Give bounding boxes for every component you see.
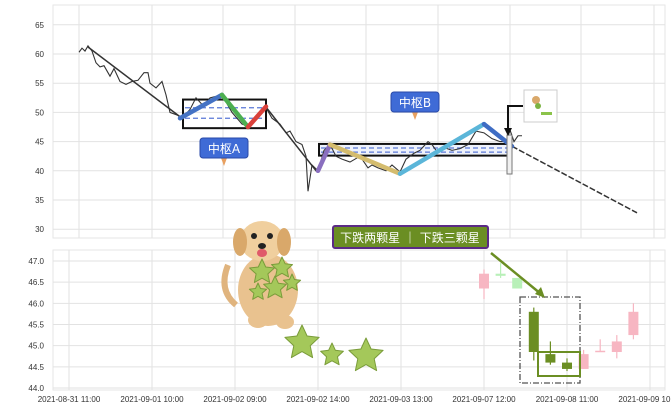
zhongshu-label: 中枢A [208,141,241,156]
bi-stroke [245,104,269,130]
bottom-y-tick-label: 46.5 [28,278,44,287]
label-pointer [221,158,227,166]
dog-foot-icon [248,312,268,328]
top-y-tick-label: 50 [35,108,44,117]
x-tick-label: 2021-09-01 10:00 [120,395,184,404]
bottom-y-tick-label: 44.0 [28,384,44,393]
top-y-tick-label: 45 [35,138,44,147]
x-tick-label: 2021-08-31 11:00 [38,395,101,404]
bottom-y-tick-label: 47.0 [28,257,44,266]
dog-nose-icon [258,243,266,249]
thumbnail-star-icon [535,103,541,109]
annotation-text: 下跌两颗星 ｜ 下跌三颗星 [340,230,480,245]
pattern-box [537,351,581,377]
signal-arrow [507,105,523,130]
star-icon [348,337,384,372]
bottom-panel: 2021-08-31 11:00 2021-09-01 10:00 2021-09-… [28,225,671,404]
x-tick-label: 2021-09-02 14:00 [286,395,350,404]
arrow-head-icon [504,128,512,136]
signal-bar [506,134,513,175]
dog-ear-icon [233,228,247,256]
candle-body [495,273,506,276]
top-y-tick-label: 30 [35,225,44,234]
top-y-tick-label: 60 [35,50,44,59]
star-icon [249,258,275,283]
bottom-y-tick-label: 45.5 [28,320,44,329]
thumbnail-dog-icon [532,96,540,104]
star-icon [282,273,302,291]
bi-stroke [327,142,403,176]
candle-body [545,354,556,363]
label-pointer [412,112,418,120]
zhongshu-label-bg [390,91,440,113]
star-icon [271,256,293,278]
top-plot-frame [52,4,666,239]
dog-tail-icon [221,263,239,308]
annotation-arrow [490,252,542,295]
price-line [78,44,522,192]
zhongshu-label: 中枢B [399,95,431,110]
annotation-banner [332,225,489,249]
x-tick-label: 2021-09-02 09:00 [203,395,267,404]
top-y-tick-label: 35 [35,196,44,205]
bottom-plot-frame [52,249,666,391]
thumbnail-stars-icon [541,112,552,115]
x-tick-label: 2021-09-09 10:00 [618,395,671,404]
dog-tongue-icon [257,249,267,257]
candle-body [628,311,639,336]
top-y-tick-label: 55 [35,79,44,88]
candle-body [611,341,622,353]
zhongshu-label-bg [199,137,249,159]
top-panel: 30 35 40 45 50 55 60 65 中枢A 中枢B [35,4,666,239]
bottom-y-tick-label: 46.0 [28,299,44,308]
candle-body [479,273,489,289]
trend-line [511,145,638,214]
dog-foot-icon [276,315,294,329]
dog-eye-icon [251,233,257,239]
dog-ear-icon [277,228,291,256]
star-icon [320,342,344,366]
trend-line [87,46,183,119]
star-icon [248,282,268,300]
bottom-y-tick-label: 45.0 [28,342,44,351]
candle-body [562,362,572,369]
bi-stroke [219,92,251,130]
dog-head-icon [240,221,284,261]
x-tick-label: 2021-09-03 13:00 [369,395,433,404]
trend-line [265,106,318,173]
candle-body [528,311,539,353]
bi-stroke [315,142,333,174]
top-y-tick-label: 65 [35,21,44,30]
x-tick-label: 2021-09-07 12:00 [452,395,516,404]
bottom-y-tick-label: 44.5 [28,363,44,372]
star-icon [263,275,287,299]
x-tick-label: 2021-09-08 11:00 [536,395,599,404]
pattern-dashdot-box [519,296,581,384]
candle-body [595,350,606,353]
decorations [221,221,384,372]
arrow-head-icon [535,287,545,298]
candle-body [578,354,589,369]
bi-stroke [397,121,487,176]
dog-eye-icon [267,233,273,239]
candle-body [512,277,523,289]
star-icon [284,324,320,359]
bi-stroke [177,92,225,121]
top-y-tick-label: 40 [35,167,44,176]
